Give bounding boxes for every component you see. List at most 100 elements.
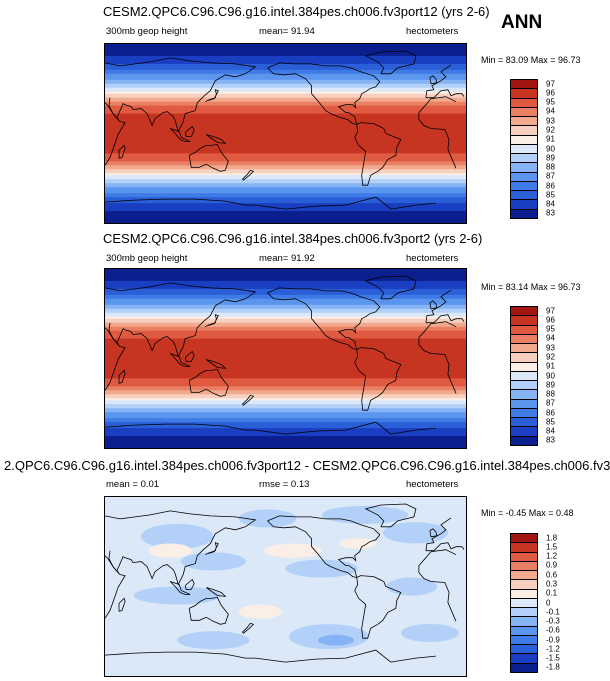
coastline-9 — [184, 578, 195, 590]
colorbar-tick-label: 85 — [546, 190, 555, 200]
coastline-3 — [267, 287, 381, 351]
contour-band — [105, 440, 466, 443]
colorbar-tick-label: 89 — [546, 380, 555, 390]
contour-band — [105, 442, 466, 445]
contour-band — [105, 73, 466, 77]
colorbar-tick-label: 92 — [546, 125, 555, 135]
contour-region — [133, 586, 221, 605]
coastline-6 — [105, 198, 256, 206]
contour-band — [105, 376, 466, 379]
contour-band — [105, 185, 466, 188]
panel2-title: CESM2.QPC6.C96.C96.g16.intel.384pes.ch00… — [103, 231, 483, 246]
contour-band — [105, 418, 466, 421]
contour-band — [105, 374, 466, 377]
contour-region — [321, 505, 409, 524]
coastline-9 — [184, 350, 195, 362]
contour-band — [105, 139, 466, 143]
contour-band — [105, 288, 466, 292]
colorbar-tick-label: 97 — [546, 306, 555, 316]
contour-band — [105, 111, 466, 115]
contour-band — [105, 430, 466, 433]
panel1-units-label: hectometers — [406, 26, 459, 37]
contour-band — [105, 203, 466, 206]
panel3-title: 2.QPC6.C96.C96.g16.intel.384pes.ch006.fv… — [4, 458, 610, 473]
coastline-4 — [354, 347, 402, 411]
contour-band — [105, 422, 466, 425]
contour-region — [401, 624, 459, 642]
contour-band — [105, 157, 466, 160]
contour-band — [105, 163, 466, 166]
contour-band — [105, 396, 466, 399]
contour-band — [105, 85, 466, 89]
contour-band — [105, 398, 466, 401]
contour-band — [105, 211, 466, 214]
contour-band — [105, 187, 466, 190]
panel3-minmax: Min = -0.45 Max = 0.48 — [481, 508, 574, 518]
contour-band — [105, 145, 466, 149]
contour-band — [105, 219, 466, 222]
contour-band — [105, 59, 466, 63]
contour-band — [105, 352, 466, 356]
colorbar-tick-label: 95 — [546, 324, 555, 334]
panel3-rmse-label: rmse = 0.13 — [259, 479, 310, 490]
contour-band — [105, 276, 466, 280]
colorbar-tick-label: 0.9 — [546, 560, 558, 570]
contour-band — [105, 388, 466, 391]
colorbar-tick-label: 87 — [546, 398, 555, 408]
contour-band — [105, 67, 466, 71]
contour-band — [105, 370, 466, 374]
contour-band — [105, 103, 466, 107]
contour-band — [105, 294, 466, 298]
contour-band — [105, 284, 466, 288]
contour-band — [105, 406, 466, 409]
colorbar-tick-label: 90 — [546, 371, 555, 380]
contour-band — [105, 282, 466, 286]
contour-band — [105, 44, 466, 47]
contour-band — [105, 392, 466, 395]
contour-band — [105, 195, 466, 198]
contour-band — [105, 53, 466, 57]
coastline-0 — [418, 321, 457, 394]
contour-band — [105, 414, 466, 417]
contour-band — [105, 428, 466, 431]
contour-band — [105, 348, 466, 352]
contour-band — [105, 217, 466, 220]
panel2-map — [104, 268, 467, 449]
contour-band — [105, 404, 466, 407]
contour-band — [105, 83, 466, 87]
contour-band — [105, 213, 466, 216]
contour-band — [105, 300, 466, 304]
panel2-colorbar: 97 96 95 94 93 92 91 90 89 88 87 86 85 84 83 — [510, 306, 580, 446]
coastline-0 — [105, 121, 126, 166]
contour-band — [105, 318, 466, 322]
contour-band — [105, 382, 466, 385]
coastline-6 — [105, 651, 256, 659]
contour-band — [105, 197, 466, 200]
contour-band — [105, 328, 466, 332]
colorbar-tick-label: 91 — [546, 361, 555, 371]
contour-band — [105, 89, 466, 93]
coastline-11 — [118, 597, 126, 612]
contour-band — [105, 175, 466, 178]
coastline-2 — [188, 596, 229, 625]
contour-band — [105, 129, 466, 133]
contour-band — [105, 378, 466, 381]
coastline-7 — [205, 314, 219, 328]
contour-band — [105, 446, 466, 448]
contour-band — [105, 101, 466, 105]
contour-band — [105, 55, 466, 59]
contour-band — [105, 290, 466, 294]
colorbar-tick-label: 88 — [546, 162, 555, 172]
contour-band — [105, 167, 466, 170]
contour-band — [105, 87, 466, 91]
coastline-6 — [105, 423, 256, 431]
contour-band — [105, 125, 466, 129]
contour-band — [105, 386, 466, 389]
panel1-minmax: Min = 83.09 Max = 96.73 — [481, 55, 581, 65]
coastline-0 — [418, 96, 457, 169]
panel1-mean-label: mean= 91.94 — [259, 26, 315, 37]
coastline-12 — [429, 528, 438, 538]
coastline-2 — [188, 143, 229, 172]
coastline-5 — [364, 503, 417, 528]
coastline-12 — [429, 300, 438, 310]
